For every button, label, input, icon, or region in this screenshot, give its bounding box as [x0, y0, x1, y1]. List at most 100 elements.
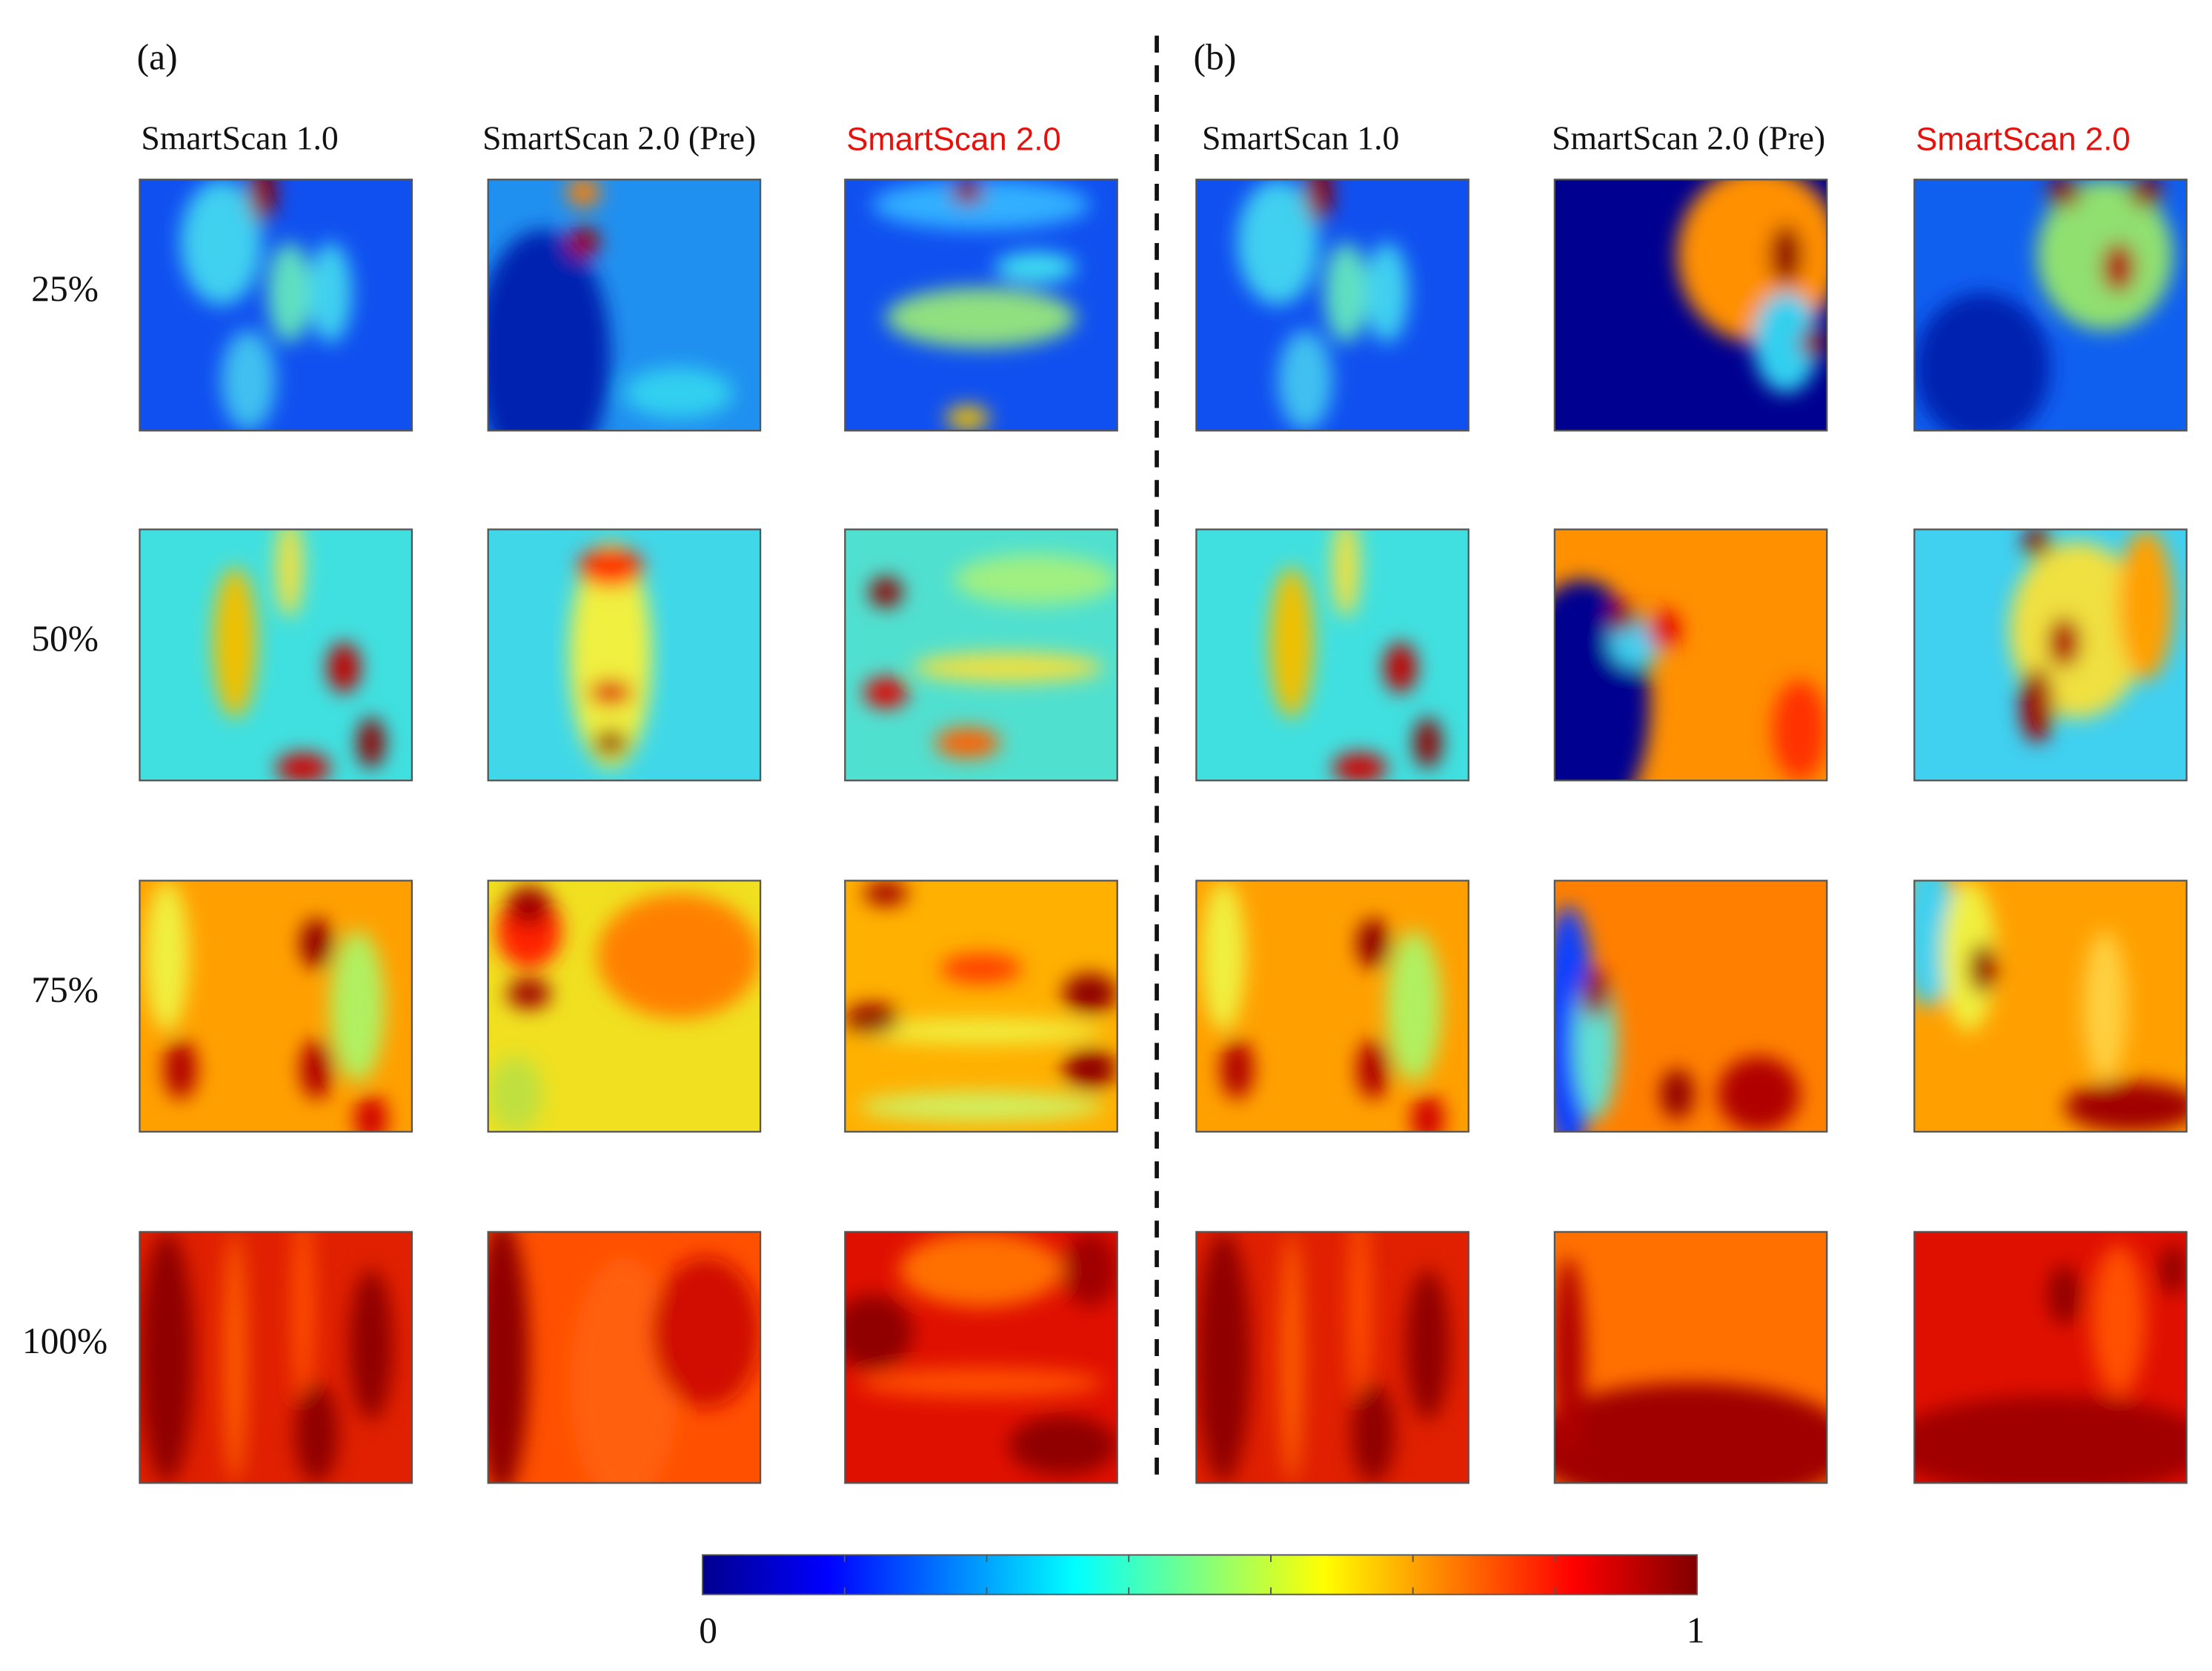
- heatmap-blob: [1384, 642, 1417, 693]
- heatmap: [1554, 1232, 1827, 1484]
- heatmap-blob: [507, 886, 551, 926]
- heatmap-blobs: [1914, 1244, 2187, 1484]
- heatmap-blob: [1609, 602, 1637, 633]
- heatmap-blobs: [864, 554, 1117, 758]
- heatmap-blob: [1332, 529, 1360, 617]
- heatmap-frame: [1195, 880, 1469, 1133]
- heatmap-blob: [1349, 1232, 1371, 1408]
- heatmap-frame: [487, 1231, 762, 1484]
- heatmap-blob: [1414, 717, 1442, 768]
- heatmap: [1554, 179, 1827, 431]
- heatmap-blob: [1008, 1415, 1117, 1476]
- heatmap: [488, 529, 761, 781]
- heatmap-blob: [2159, 1244, 2187, 1295]
- heatmap-blobs: [488, 1232, 761, 1484]
- heatmap-blobs: [1554, 906, 1800, 1132]
- heatmap-blob: [1799, 328, 1827, 358]
- heatmap-blob: [327, 642, 361, 693]
- panel-label: (b): [1194, 37, 1237, 78]
- heatmap: [1914, 880, 2187, 1132]
- heatmap-blob: [567, 179, 600, 207]
- heatmap-blob: [349, 1269, 393, 1421]
- heatmap-blob: [1770, 225, 1803, 285]
- heatmap-blob: [872, 179, 1090, 230]
- heatmap-frame: [139, 179, 413, 432]
- heatmap-blob: [2129, 179, 2162, 207]
- heatmap: [139, 880, 412, 1132]
- heatmap-blob: [994, 252, 1077, 283]
- heatmap: [488, 1232, 761, 1484]
- heatmap-frame: [139, 528, 413, 782]
- heatmap: [139, 529, 412, 781]
- heatmap: [1554, 529, 1827, 781]
- heatmap-blob: [1324, 242, 1368, 343]
- heatmap-blob: [292, 1232, 314, 1408]
- heatmap-blob: [1968, 943, 1996, 994]
- heatmap-blob: [357, 717, 385, 768]
- heatmap-blobs: [1554, 579, 1827, 781]
- heatmap-blobs: [180, 179, 353, 431]
- heatmap-blob: [330, 931, 385, 1082]
- heatmap-blob: [1196, 1232, 1251, 1484]
- heatmap: [1196, 529, 1469, 781]
- heatmap-blob: [1365, 242, 1409, 343]
- heatmap-blobs: [488, 886, 761, 1132]
- heatmap-blob: [864, 677, 908, 708]
- heatmap-frame: [1553, 1231, 1828, 1484]
- heatmap-blob: [858, 1018, 1104, 1044]
- heatmap-blobs: [1554, 1257, 1827, 1484]
- heatmap-blob: [1278, 330, 1333, 431]
- heatmap-frame: [844, 880, 1118, 1133]
- heatmap: [845, 1232, 1117, 1484]
- heatmap-blob: [1305, 179, 1333, 222]
- heatmap-blobs: [1269, 529, 1442, 781]
- heatmap: [139, 1232, 412, 1484]
- panel-label: (a): [137, 37, 178, 78]
- colorbar-max: 1: [1687, 1609, 1705, 1650]
- heatmap-blob: [569, 1257, 679, 1484]
- heatmap-blob: [934, 728, 1000, 758]
- heatmap-blob: [180, 179, 262, 305]
- heatmap-frame: [1553, 528, 1828, 782]
- heatmap-blob: [308, 242, 353, 343]
- heatmap-blob: [2083, 931, 2127, 1082]
- heatmap-blob: [139, 1232, 194, 1484]
- heatmap-blob: [899, 1232, 1063, 1308]
- heatmap-frame: [844, 1231, 1118, 1484]
- column-header: SmartScan 2.0: [1916, 121, 2130, 157]
- heatmap-blob: [224, 1232, 246, 1484]
- heatmap-blob: [1581, 969, 1610, 1019]
- heatmap-blob: [1063, 1049, 1117, 1089]
- heatmap-blob: [300, 918, 333, 969]
- heatmap-blob: [1063, 1232, 1117, 1308]
- heatmap-blob: [248, 179, 276, 222]
- heatmap-blob: [145, 880, 189, 1031]
- heatmap-blob: [951, 179, 984, 205]
- heatmap-blob: [1661, 1069, 1694, 1120]
- heatmap: [1914, 529, 2187, 781]
- column-header: SmartScan 2.0 (Pre): [482, 119, 756, 156]
- heatmap-blobs: [488, 179, 734, 431]
- heatmap-blob: [294, 1382, 339, 1484]
- heatmap-frame: [1913, 1231, 2188, 1484]
- heatmap: [845, 529, 1117, 781]
- column-header: SmartScan 1.0: [1202, 119, 1399, 156]
- heatmap-frame: [139, 1231, 413, 1484]
- heatmap-blob: [569, 542, 652, 768]
- heatmap-blobs: [1196, 1232, 1450, 1484]
- heatmap-frame: [844, 179, 1118, 432]
- heatmap: [845, 179, 1117, 431]
- heatmap-blob: [2118, 529, 2173, 680]
- heatmap-blobs: [872, 179, 1090, 431]
- heatmap-blobs: [213, 529, 385, 781]
- heatmap-blob: [913, 652, 1104, 683]
- row-label: 50%: [31, 618, 99, 659]
- heatmap-blob: [213, 567, 257, 718]
- heatmap-frame: [139, 880, 413, 1133]
- heatmap-blob: [864, 880, 908, 906]
- heatmap-blob: [354, 1094, 388, 1132]
- heatmap-blob: [1942, 880, 1996, 1031]
- colorbar-min: 0: [699, 1609, 717, 1650]
- heatmap-blob: [276, 529, 303, 617]
